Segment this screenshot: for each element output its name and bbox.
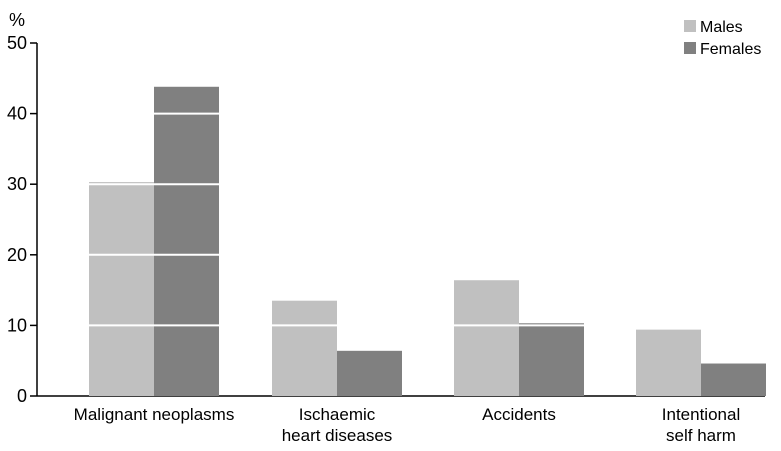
y-tick-label: 20 bbox=[7, 245, 27, 265]
x-category-label: Intentional self harm bbox=[662, 405, 740, 445]
y-axis-unit-label: % bbox=[9, 10, 25, 30]
legend-label-males: Males bbox=[700, 19, 743, 36]
bar-males-3 bbox=[454, 280, 519, 396]
bar-females-4 bbox=[701, 363, 766, 396]
legend-swatch-females bbox=[684, 42, 696, 54]
bar-females-3 bbox=[519, 323, 584, 396]
bar-males-4 bbox=[636, 329, 701, 396]
bar-females-2 bbox=[337, 350, 402, 396]
axis-labels: 0 10 20 30 40 50% Malignant neoplasms Ischaemic… bbox=[7, 10, 740, 445]
legend-label-females: Females bbox=[700, 41, 761, 58]
x-category-label: Malignant neoplasms bbox=[74, 405, 235, 424]
legend-swatch-males bbox=[684, 20, 696, 32]
bar-males-2 bbox=[272, 300, 337, 396]
bar-gridlines bbox=[89, 112, 584, 327]
y-tick-label: 40 bbox=[7, 104, 27, 124]
x-category-label: Accidents bbox=[482, 405, 556, 424]
bars bbox=[89, 86, 766, 396]
bar-females-1 bbox=[154, 86, 219, 396]
y-tick-label: 0 bbox=[17, 386, 27, 406]
y-tick-label: 50 bbox=[7, 33, 27, 53]
legend: Males Females bbox=[684, 19, 761, 58]
bar-males-1 bbox=[89, 182, 154, 396]
y-tick-label: 10 bbox=[7, 315, 27, 335]
x-category-label: Ischaemic heart diseases bbox=[282, 405, 393, 445]
y-tick-label: 30 bbox=[7, 174, 27, 194]
